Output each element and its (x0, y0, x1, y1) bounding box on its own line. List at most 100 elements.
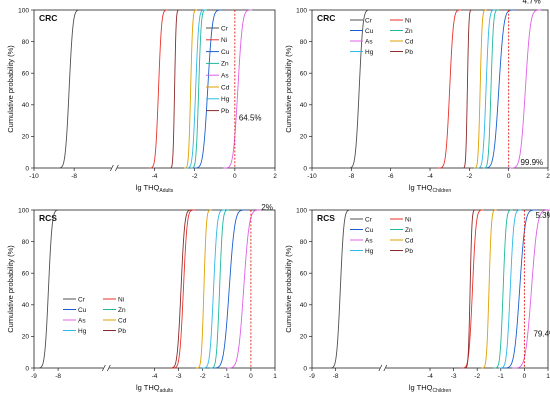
panel-title: RCS (317, 213, 335, 223)
y-tick-label: 80 (300, 39, 308, 46)
legend-label: Cr (221, 25, 229, 32)
x-tick-label: -2 (466, 173, 472, 180)
legend-label: Zn (221, 61, 229, 68)
x-axis-label-main: lg THQ (409, 383, 433, 392)
axis-break-gap (103, 366, 110, 370)
y-tick-label: 20 (300, 134, 308, 141)
legend-label: Ni (221, 37, 227, 44)
series-line-zn (493, 209, 513, 369)
x-tick-label: -4 (152, 373, 158, 380)
plot-frame (311, 209, 549, 369)
y-tick-label: 100 (18, 7, 29, 14)
y-tick-label: 40 (22, 102, 30, 109)
series-line-hg (498, 209, 522, 369)
legend-label: Cu (221, 49, 230, 56)
y-tick-label: 60 (22, 71, 30, 78)
y-tick-label: 80 (22, 39, 30, 46)
series-line-ni (461, 209, 484, 369)
y-tick-label: 40 (300, 302, 308, 309)
series-line-cd (196, 209, 212, 369)
x-tick-label: -9 (309, 373, 315, 380)
x-tick-label: -2 (192, 173, 198, 180)
y-tick-label: 20 (22, 134, 30, 141)
x-tick-label: -3 (451, 373, 457, 380)
annotation-label: 79.4% (533, 329, 550, 338)
legend-label: Cd (221, 84, 230, 91)
x-axis-label-sub: Adults (159, 188, 173, 194)
legend-label: As (365, 38, 373, 45)
y-axis-label: Cumulative probability (%) (6, 245, 15, 333)
y-tick-label: 0 (303, 165, 307, 172)
y-tick-label: 60 (300, 71, 308, 78)
x-tick-label: -2 (200, 373, 206, 380)
y-tick-label: 20 (300, 334, 308, 341)
legend-label: Cr (365, 17, 373, 24)
x-tick-label: -1 (224, 373, 230, 380)
series-line-as (509, 9, 542, 169)
series-line-cd (184, 9, 198, 169)
legend-label: Cu (78, 307, 87, 314)
y-tick-label: 100 (296, 7, 307, 14)
axis-break-mark (106, 364, 111, 372)
series-line-hg (201, 209, 226, 369)
axis-break-mark (101, 364, 106, 372)
legend-label: Hg (78, 328, 87, 335)
axis-break-mark (383, 364, 388, 372)
x-axis-label-sub: adults (160, 388, 174, 394)
y-axis-label: Cumulative probability (%) (284, 45, 293, 133)
series-line-pb (462, 9, 473, 169)
x-axis-label: lg THQChildren (409, 183, 451, 194)
legend-label: Ni (118, 296, 124, 303)
legend-label: Hg (221, 96, 230, 103)
axis-break-gap (111, 166, 118, 170)
x-axis-label: lg THQadults (136, 383, 173, 394)
plot-frame (311, 9, 549, 169)
legend-label: Cd (405, 237, 414, 244)
legend-label: Zn (405, 227, 413, 234)
x-tick-label: 2 (273, 173, 277, 180)
x-tick-label: -8 (348, 173, 354, 180)
legend-label: Cu (365, 28, 374, 35)
series-line-cr (36, 209, 61, 369)
series-line-cr (347, 9, 371, 169)
series-line-cd (481, 209, 497, 369)
panel-title: RCS (39, 213, 57, 223)
y-tick-label: 40 (300, 102, 308, 109)
plot-frame (33, 9, 276, 169)
legend-label: Hg (365, 49, 374, 56)
x-tick-label: -3 (176, 373, 182, 380)
y-tick-label: 0 (25, 365, 29, 372)
series-line-ni (171, 209, 195, 369)
y-tick-label: 60 (22, 271, 30, 278)
series-line-cu (502, 209, 537, 369)
series-line-cr (57, 9, 82, 169)
x-tick-label: 1 (546, 373, 550, 380)
y-tick-label: 100 (296, 207, 307, 214)
series-line-zn (209, 209, 230, 369)
annotation-label: 64.5% (239, 114, 262, 123)
legend-label: Cr (365, 216, 373, 223)
y-tick-label: 40 (22, 302, 30, 309)
series-line-as (226, 209, 262, 369)
x-tick-label: -2 (474, 373, 480, 380)
x-tick-label: -10 (29, 173, 39, 180)
axis-break-gap (379, 366, 386, 370)
x-tick-label: 2 (546, 173, 550, 180)
legend-label: As (221, 73, 229, 80)
x-axis-label-sub: Children (433, 188, 452, 194)
axis-break-mark (115, 164, 119, 172)
x-tick-label: 0 (249, 373, 253, 380)
y-axis-label: Cumulative probability (%) (6, 45, 15, 133)
x-tick-label: -4 (152, 173, 158, 180)
legend-label: Pb (118, 328, 126, 335)
y-tick-label: 100 (18, 207, 29, 214)
series-line-as (512, 209, 550, 369)
x-tick-label: -6 (388, 173, 394, 180)
annotation-label: 4.7% (522, 0, 540, 6)
x-tick-label: 1 (273, 373, 277, 380)
legend-label: Pb (405, 248, 413, 255)
series-line-ni (148, 9, 169, 169)
x-tick-label: -8 (71, 173, 77, 180)
series-line-hg (186, 9, 206, 169)
